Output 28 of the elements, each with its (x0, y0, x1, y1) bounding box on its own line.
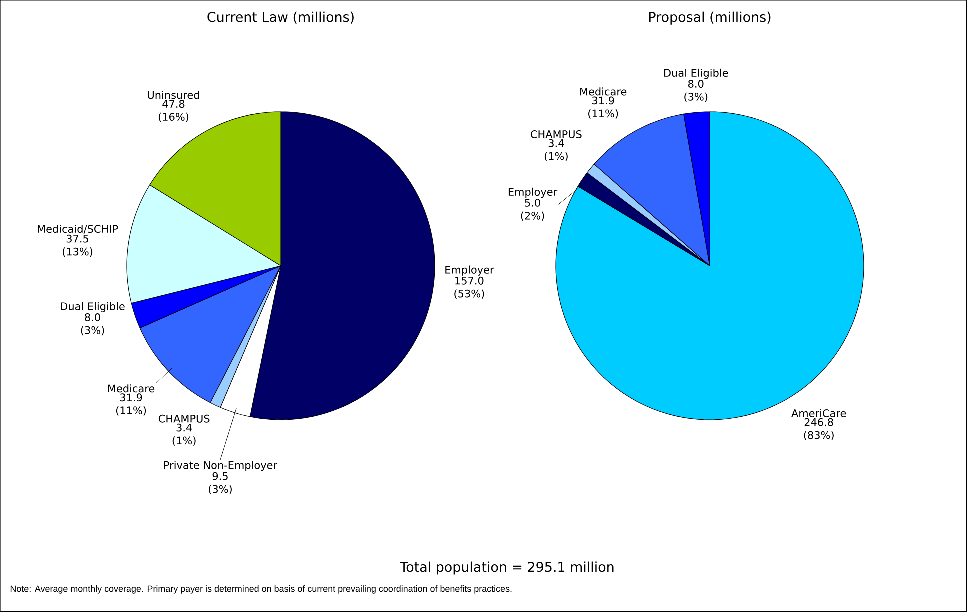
data-label: 31.9 (11%) (588, 96, 618, 119)
data-label: 246.8 (83%) (804, 418, 834, 441)
data-label: 3.4 (1%) (544, 139, 568, 162)
data-label: 3.4 (1%) (172, 424, 196, 446)
slice-label: Dual Eligible (664, 68, 728, 80)
slice-label: Medicare (580, 88, 627, 96)
data-label: 157.0 (53%) (454, 276, 484, 299)
data-label: 8.0 (3%) (684, 80, 708, 102)
slice-label: CHAMPUS (531, 130, 582, 138)
slice-label: Employer (508, 188, 558, 198)
chart-title: Proposal (millions) (650, 12, 771, 25)
text: Note: Average monthly coverage. Primary payer is determined on basis of current prevailing coordination of benefits practices. (10, 586, 512, 594)
data-label: 47.8 (16%) (158, 100, 189, 122)
slice-label: Uninsured (148, 91, 200, 100)
data-label: 31.9 (11%) (116, 394, 146, 416)
data-label: 9.5 (3%) (208, 472, 232, 494)
slice-label: Private Non-Employer (164, 461, 278, 472)
slice-label: Dual Eligible (61, 302, 125, 312)
data-label: 5.0 (2%) (521, 199, 544, 222)
data-label: 37.5 (13%) (62, 234, 93, 257)
text: Total population = 295.1 million (400, 562, 614, 575)
data-label: 8.0 (3%) (81, 313, 104, 336)
slice-label: Employer (446, 266, 494, 276)
chart-title: Current Law (millions) (208, 12, 354, 24)
slice-label: Medicaid/SCHIP (38, 224, 118, 234)
slice-label: CHAMPUS (158, 414, 210, 423)
slice-label: AmeriCare (792, 409, 846, 418)
slice-label: Medicare (108, 384, 155, 393)
